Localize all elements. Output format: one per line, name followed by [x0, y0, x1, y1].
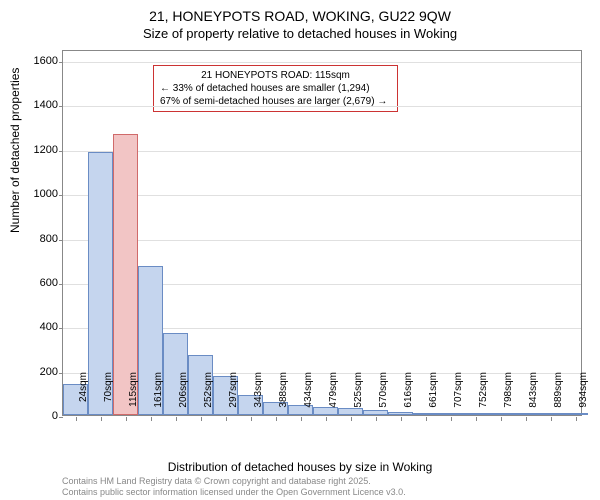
x-tick-label: 252sqm: [203, 372, 214, 422]
x-tick-mark: [201, 417, 202, 421]
y-tick-mark: [59, 417, 63, 418]
gridline: [63, 240, 581, 241]
x-axis-label: Distribution of detached houses by size …: [0, 460, 600, 474]
x-tick-mark: [501, 417, 502, 421]
x-tick-mark: [151, 417, 152, 421]
footer-line2: Contains public sector information licen…: [62, 487, 406, 498]
y-tick-label: 200: [8, 366, 58, 378]
x-tick-label: 525sqm: [353, 372, 364, 422]
x-tick-label: 570sqm: [378, 372, 389, 422]
y-tick-label: 1400: [8, 99, 58, 111]
y-tick-mark: [59, 373, 63, 374]
x-tick-mark: [526, 417, 527, 421]
x-tick-label: 616sqm: [403, 372, 414, 422]
y-tick-mark: [59, 62, 63, 63]
y-tick-mark: [59, 284, 63, 285]
annotation-line1: 21 HONEYPOTS ROAD: 115sqm: [160, 69, 391, 82]
annotation-box: 21 HONEYPOTS ROAD: 115sqm ← 33% of detac…: [153, 65, 398, 112]
x-tick-mark: [326, 417, 327, 421]
chart-container: 21, HONEYPOTS ROAD, WOKING, GU22 9QW Siz…: [0, 0, 600, 500]
x-tick-mark: [76, 417, 77, 421]
gridline: [63, 151, 581, 152]
x-tick-label: 206sqm: [178, 372, 189, 422]
gridline: [63, 62, 581, 63]
y-tick-mark: [59, 328, 63, 329]
x-tick-mark: [376, 417, 377, 421]
x-tick-label: 479sqm: [328, 372, 339, 422]
y-tick-label: 800: [8, 233, 58, 245]
x-tick-label: 161sqm: [153, 372, 164, 422]
x-tick-mark: [301, 417, 302, 421]
gridline: [63, 106, 581, 107]
y-tick-label: 1200: [8, 144, 58, 156]
footer: Contains HM Land Registry data © Crown c…: [62, 476, 406, 498]
x-tick-mark: [176, 417, 177, 421]
x-tick-label: 24sqm: [78, 372, 89, 422]
x-tick-label: 707sqm: [453, 372, 464, 422]
x-tick-mark: [251, 417, 252, 421]
y-tick-label: 1000: [8, 188, 58, 200]
annotation-line2: ← 33% of detached houses are smaller (1,…: [160, 82, 391, 95]
x-tick-mark: [126, 417, 127, 421]
x-tick-mark: [426, 417, 427, 421]
x-tick-mark: [401, 417, 402, 421]
x-tick-label: 798sqm: [503, 372, 514, 422]
y-tick-mark: [59, 106, 63, 107]
plot-area: 21 HONEYPOTS ROAD: 115sqm ← 33% of detac…: [62, 50, 582, 416]
y-tick-label: 600: [8, 277, 58, 289]
x-tick-mark: [451, 417, 452, 421]
chart-title-line2: Size of property relative to detached ho…: [0, 24, 600, 41]
x-tick-label: 843sqm: [528, 372, 539, 422]
x-tick-label: 889sqm: [553, 372, 564, 422]
chart-title-line1: 21, HONEYPOTS ROAD, WOKING, GU22 9QW: [0, 0, 600, 24]
x-tick-label: 752sqm: [478, 372, 489, 422]
y-tick-mark: [59, 151, 63, 152]
x-tick-mark: [476, 417, 477, 421]
x-tick-label: 661sqm: [428, 372, 439, 422]
x-tick-label: 934sqm: [578, 372, 589, 422]
y-tick-label: 1600: [8, 55, 58, 67]
x-tick-label: 434sqm: [303, 372, 314, 422]
gridline: [63, 195, 581, 196]
footer-line1: Contains HM Land Registry data © Crown c…: [62, 476, 406, 487]
x-tick-mark: [551, 417, 552, 421]
x-tick-mark: [351, 417, 352, 421]
y-tick-mark: [59, 195, 63, 196]
y-tick-label: 0: [8, 410, 58, 422]
x-tick-label: 70sqm: [103, 372, 114, 422]
x-tick-label: 343sqm: [253, 372, 264, 422]
x-tick-label: 388sqm: [278, 372, 289, 422]
x-tick-mark: [226, 417, 227, 421]
x-tick-mark: [276, 417, 277, 421]
x-tick-label: 115sqm: [128, 372, 139, 422]
x-tick-label: 297sqm: [228, 372, 239, 422]
x-tick-mark: [101, 417, 102, 421]
y-tick-mark: [59, 240, 63, 241]
x-tick-mark: [576, 417, 577, 421]
y-tick-label: 400: [8, 321, 58, 333]
